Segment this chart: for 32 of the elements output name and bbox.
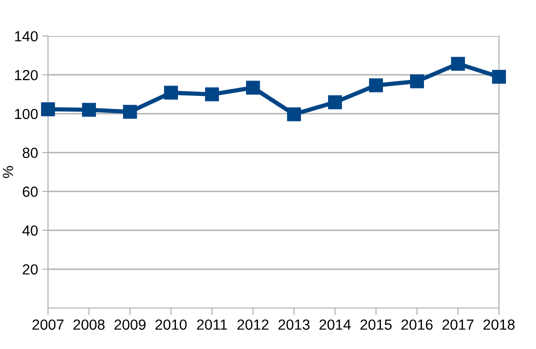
y-axis-title: % xyxy=(2,166,14,178)
x-tick-label: 2015 xyxy=(360,319,392,330)
point xyxy=(369,78,383,92)
x-tick-label: 2010 xyxy=(156,319,187,330)
y-tick-label: 140 xyxy=(15,31,38,42)
y-tick-label: 80 xyxy=(22,148,38,158)
point xyxy=(287,107,301,122)
x-tick-label: 2009 xyxy=(114,319,146,330)
x-tick-label: 2014 xyxy=(320,319,351,330)
point xyxy=(164,86,178,100)
y-tick-label: 40 xyxy=(22,225,38,236)
point xyxy=(82,102,96,117)
y-tick-label: 120 xyxy=(15,70,38,80)
y-tick-label: 20 xyxy=(22,264,38,275)
x-tick-label: 2013 xyxy=(278,319,310,330)
point xyxy=(123,104,137,119)
y-tick-label: 100 xyxy=(15,108,38,120)
point xyxy=(328,95,342,110)
point xyxy=(205,87,219,102)
x-tick-label: 2007 xyxy=(32,319,64,330)
x-tick-label: 2016 xyxy=(402,319,433,330)
point xyxy=(492,70,506,84)
point xyxy=(246,80,260,95)
point xyxy=(451,56,465,71)
x-tick-label: 2018 xyxy=(484,319,515,330)
x-tick-label: 2008 xyxy=(74,319,105,330)
point xyxy=(410,74,424,88)
point xyxy=(41,102,55,116)
y-tick-label: 60 xyxy=(22,186,38,197)
x-tick-label: 2017 xyxy=(442,319,474,330)
x-tick-label: 2011 xyxy=(197,319,227,330)
x-tick-label: 2012 xyxy=(238,319,268,330)
